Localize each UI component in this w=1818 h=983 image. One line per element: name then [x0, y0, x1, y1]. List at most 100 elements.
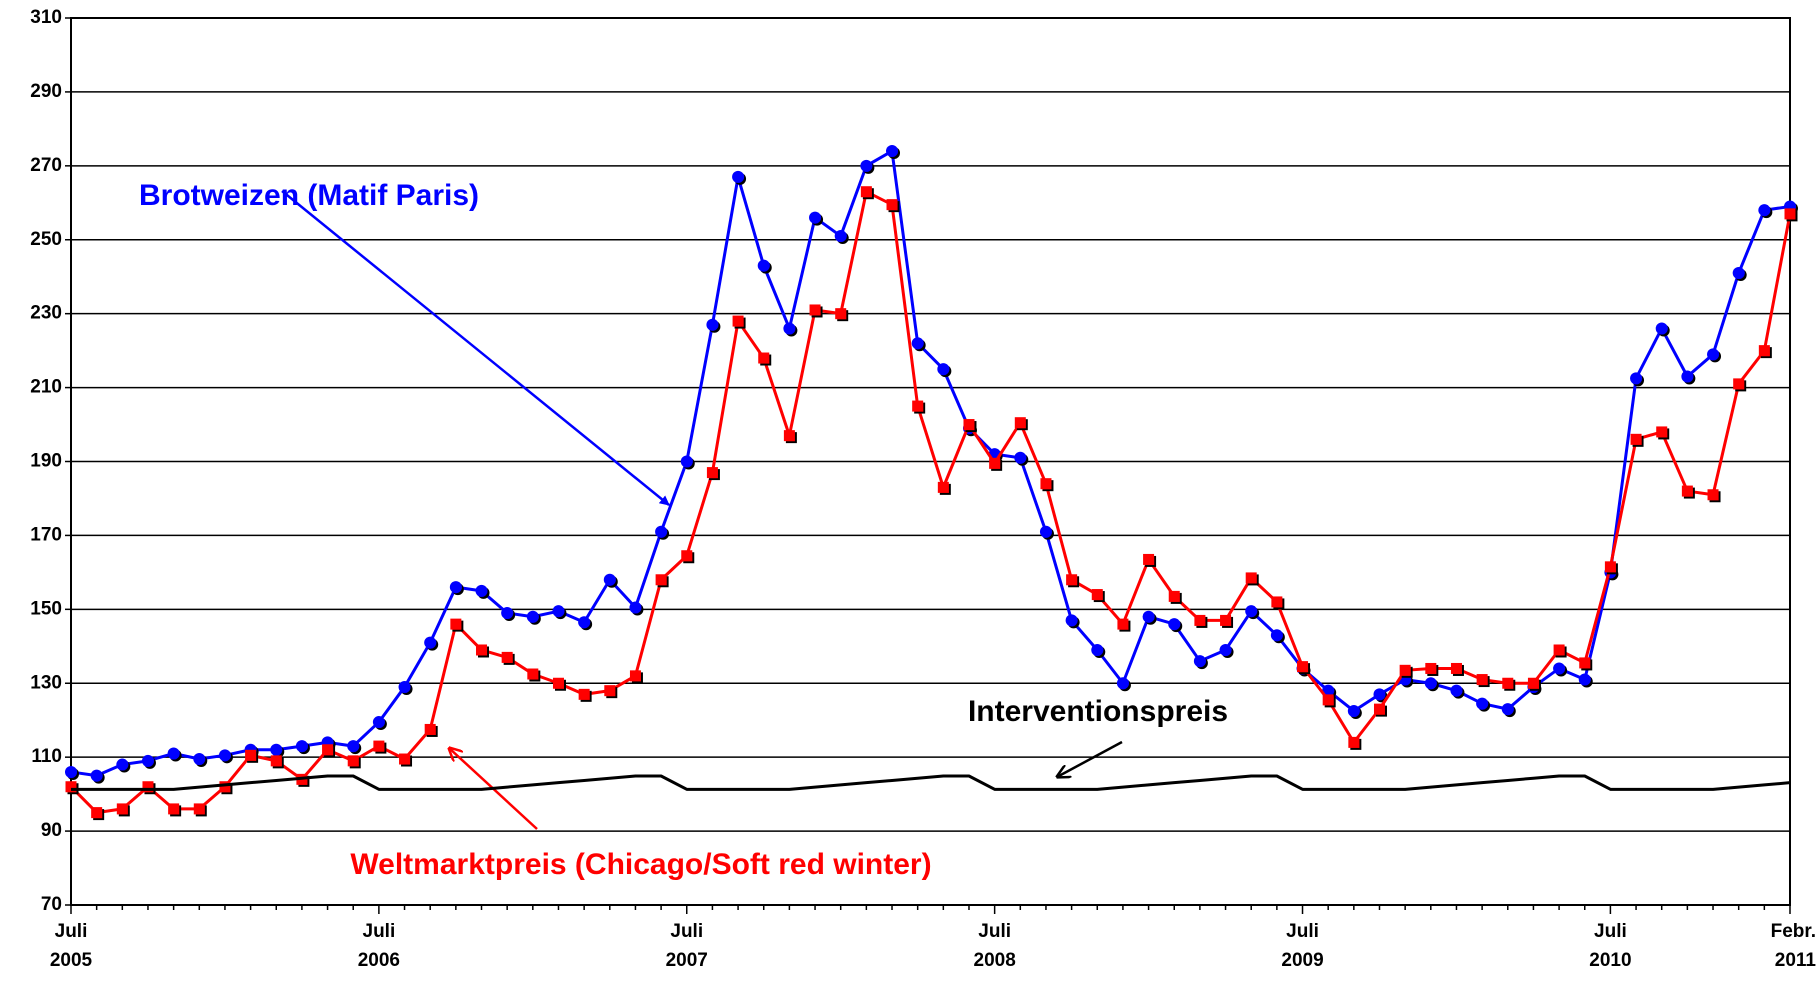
point	[193, 753, 206, 766]
point	[90, 769, 103, 782]
y-tick-label: 310	[30, 7, 62, 28]
point	[1040, 478, 1052, 490]
point	[1655, 322, 1668, 335]
point	[1784, 208, 1796, 220]
point	[1425, 662, 1437, 674]
point	[1476, 674, 1488, 686]
x-tick-label: Febr. 2011	[1770, 921, 1816, 971]
point	[1681, 370, 1694, 383]
y-tick-label: 90	[41, 820, 62, 841]
point	[1091, 589, 1103, 601]
x-tick-label: Juli 2005	[49, 921, 93, 971]
point	[886, 199, 898, 211]
point	[783, 430, 795, 442]
x-tick-label: Juli 2010	[1589, 921, 1632, 971]
point	[167, 747, 180, 760]
point	[1502, 677, 1514, 689]
point	[706, 467, 718, 479]
y-tick-label: 190	[30, 451, 62, 472]
point	[912, 400, 924, 412]
point	[1527, 677, 1539, 689]
point	[1347, 704, 1360, 717]
point	[835, 308, 847, 320]
point	[116, 803, 128, 815]
markers	[65, 186, 1796, 819]
point	[732, 170, 745, 183]
series-line	[69, 190, 1792, 815]
point	[937, 481, 949, 493]
point	[1168, 590, 1180, 602]
point	[629, 670, 641, 682]
y-tick-label: 70	[41, 894, 62, 915]
y-tick-label: 290	[30, 81, 62, 102]
point	[1116, 677, 1129, 690]
point	[322, 744, 334, 756]
x-tick-label: Juli 2007	[665, 921, 708, 971]
point	[655, 525, 668, 538]
annotation-arrow	[1057, 740, 1123, 777]
point	[1681, 485, 1693, 497]
point	[655, 574, 667, 586]
point	[1142, 610, 1155, 623]
x-tick-label: Juli 2009	[1281, 921, 1324, 971]
point	[937, 363, 950, 376]
point	[347, 755, 359, 767]
x-tick-label: Juli 2008	[973, 921, 1016, 971]
point	[1758, 204, 1771, 217]
point	[1630, 372, 1643, 385]
point	[219, 781, 231, 793]
point	[1143, 553, 1155, 565]
point	[886, 145, 899, 158]
point	[1245, 605, 1258, 618]
point	[450, 618, 462, 630]
series-annotation: Interventionspreis	[968, 695, 1228, 728]
series-line	[71, 774, 1791, 791]
point	[295, 740, 308, 753]
point	[1733, 378, 1745, 390]
point	[501, 651, 513, 663]
point	[449, 581, 462, 594]
y-tick-label: 150	[30, 598, 62, 619]
point	[578, 688, 590, 700]
point	[963, 419, 975, 431]
point	[1270, 629, 1283, 642]
point	[1450, 684, 1463, 697]
point	[1707, 348, 1720, 361]
point	[860, 186, 872, 198]
point	[834, 230, 847, 243]
point	[1424, 677, 1437, 690]
point	[116, 758, 129, 771]
point	[1065, 614, 1078, 627]
point	[1168, 618, 1181, 631]
point	[218, 749, 231, 762]
point	[552, 605, 565, 618]
point	[1630, 433, 1642, 445]
point	[270, 755, 282, 767]
point	[1578, 673, 1591, 686]
point	[65, 781, 77, 793]
point	[680, 455, 693, 468]
point	[1117, 618, 1129, 630]
point	[552, 677, 564, 689]
point	[141, 754, 154, 767]
series-annotation: Weltmarktpreis (Chicago/Soft red winter)	[350, 848, 931, 881]
y-tick-label: 130	[30, 672, 62, 693]
point	[142, 781, 154, 793]
point	[989, 457, 1001, 469]
point	[629, 601, 642, 614]
point	[1707, 489, 1719, 501]
point	[373, 740, 385, 752]
point	[1014, 417, 1026, 429]
point	[1553, 662, 1566, 675]
point	[681, 550, 693, 562]
point	[65, 765, 77, 778]
point	[270, 743, 283, 756]
annotation-arrow	[281, 190, 670, 506]
point	[476, 644, 488, 656]
point	[1373, 703, 1385, 715]
y-tick-label: 270	[30, 155, 62, 176]
y-tick-label: 230	[30, 303, 62, 324]
point	[1220, 614, 1232, 626]
